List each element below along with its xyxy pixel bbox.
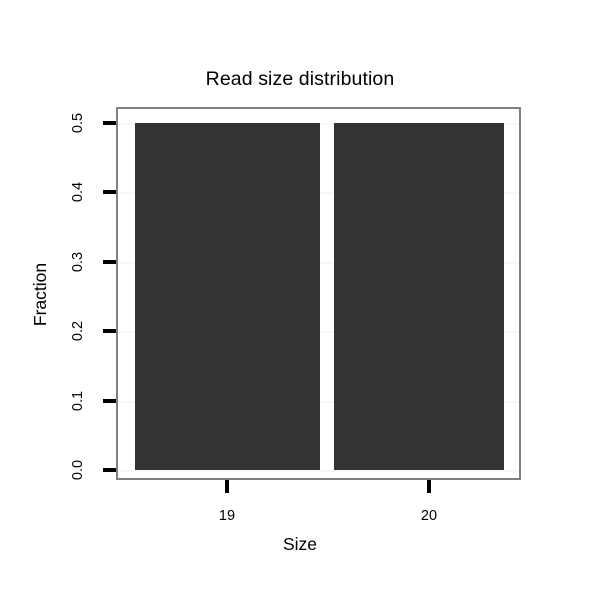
y-tick-label-text: 0.3 (69, 251, 86, 273)
chart-title: Read size distribution (205, 68, 395, 90)
x-tick-mark-19 (225, 480, 229, 493)
y-tick-label-0.2: 0.2 (58, 320, 98, 342)
y-tick-mark-0.1 (103, 399, 116, 403)
y-tick-mark-0.0 (103, 468, 116, 472)
y-tick-label-0.5: 0.5 (58, 112, 98, 134)
x-axis-label: Size (282, 534, 318, 554)
y-tick-label-0.4: 0.4 (58, 181, 98, 203)
plot-area (118, 109, 519, 478)
y-tick-mark-0.5 (103, 121, 116, 125)
y-axis-label: Fraction (21, 262, 61, 326)
y-axis-label-text: Fraction (30, 262, 51, 326)
gridline-0.0 (118, 470, 519, 472)
y-tick-label-text: 0.4 (69, 181, 86, 203)
x-tick-label-19: 19 (218, 508, 236, 524)
y-tick-mark-0.2 (103, 329, 116, 333)
x-tick-mark-20 (427, 480, 431, 493)
y-tick-label-text: 0.2 (69, 320, 86, 342)
y-tick-label-text: 0.0 (69, 459, 86, 481)
y-tick-label-0.3: 0.3 (58, 251, 98, 273)
y-tick-label-text: 0.5 (69, 112, 86, 134)
bar-20 (334, 123, 504, 470)
y-tick-label-0.1: 0.1 (58, 390, 98, 412)
bar-19 (135, 123, 320, 470)
x-tick-label-20: 20 (420, 508, 438, 524)
plot-panel (116, 107, 521, 480)
y-tick-mark-0.3 (103, 260, 116, 264)
y-tick-label-text: 0.1 (69, 390, 86, 412)
y-tick-label-0.0: 0.0 (58, 459, 98, 481)
y-tick-mark-0.4 (103, 190, 116, 194)
